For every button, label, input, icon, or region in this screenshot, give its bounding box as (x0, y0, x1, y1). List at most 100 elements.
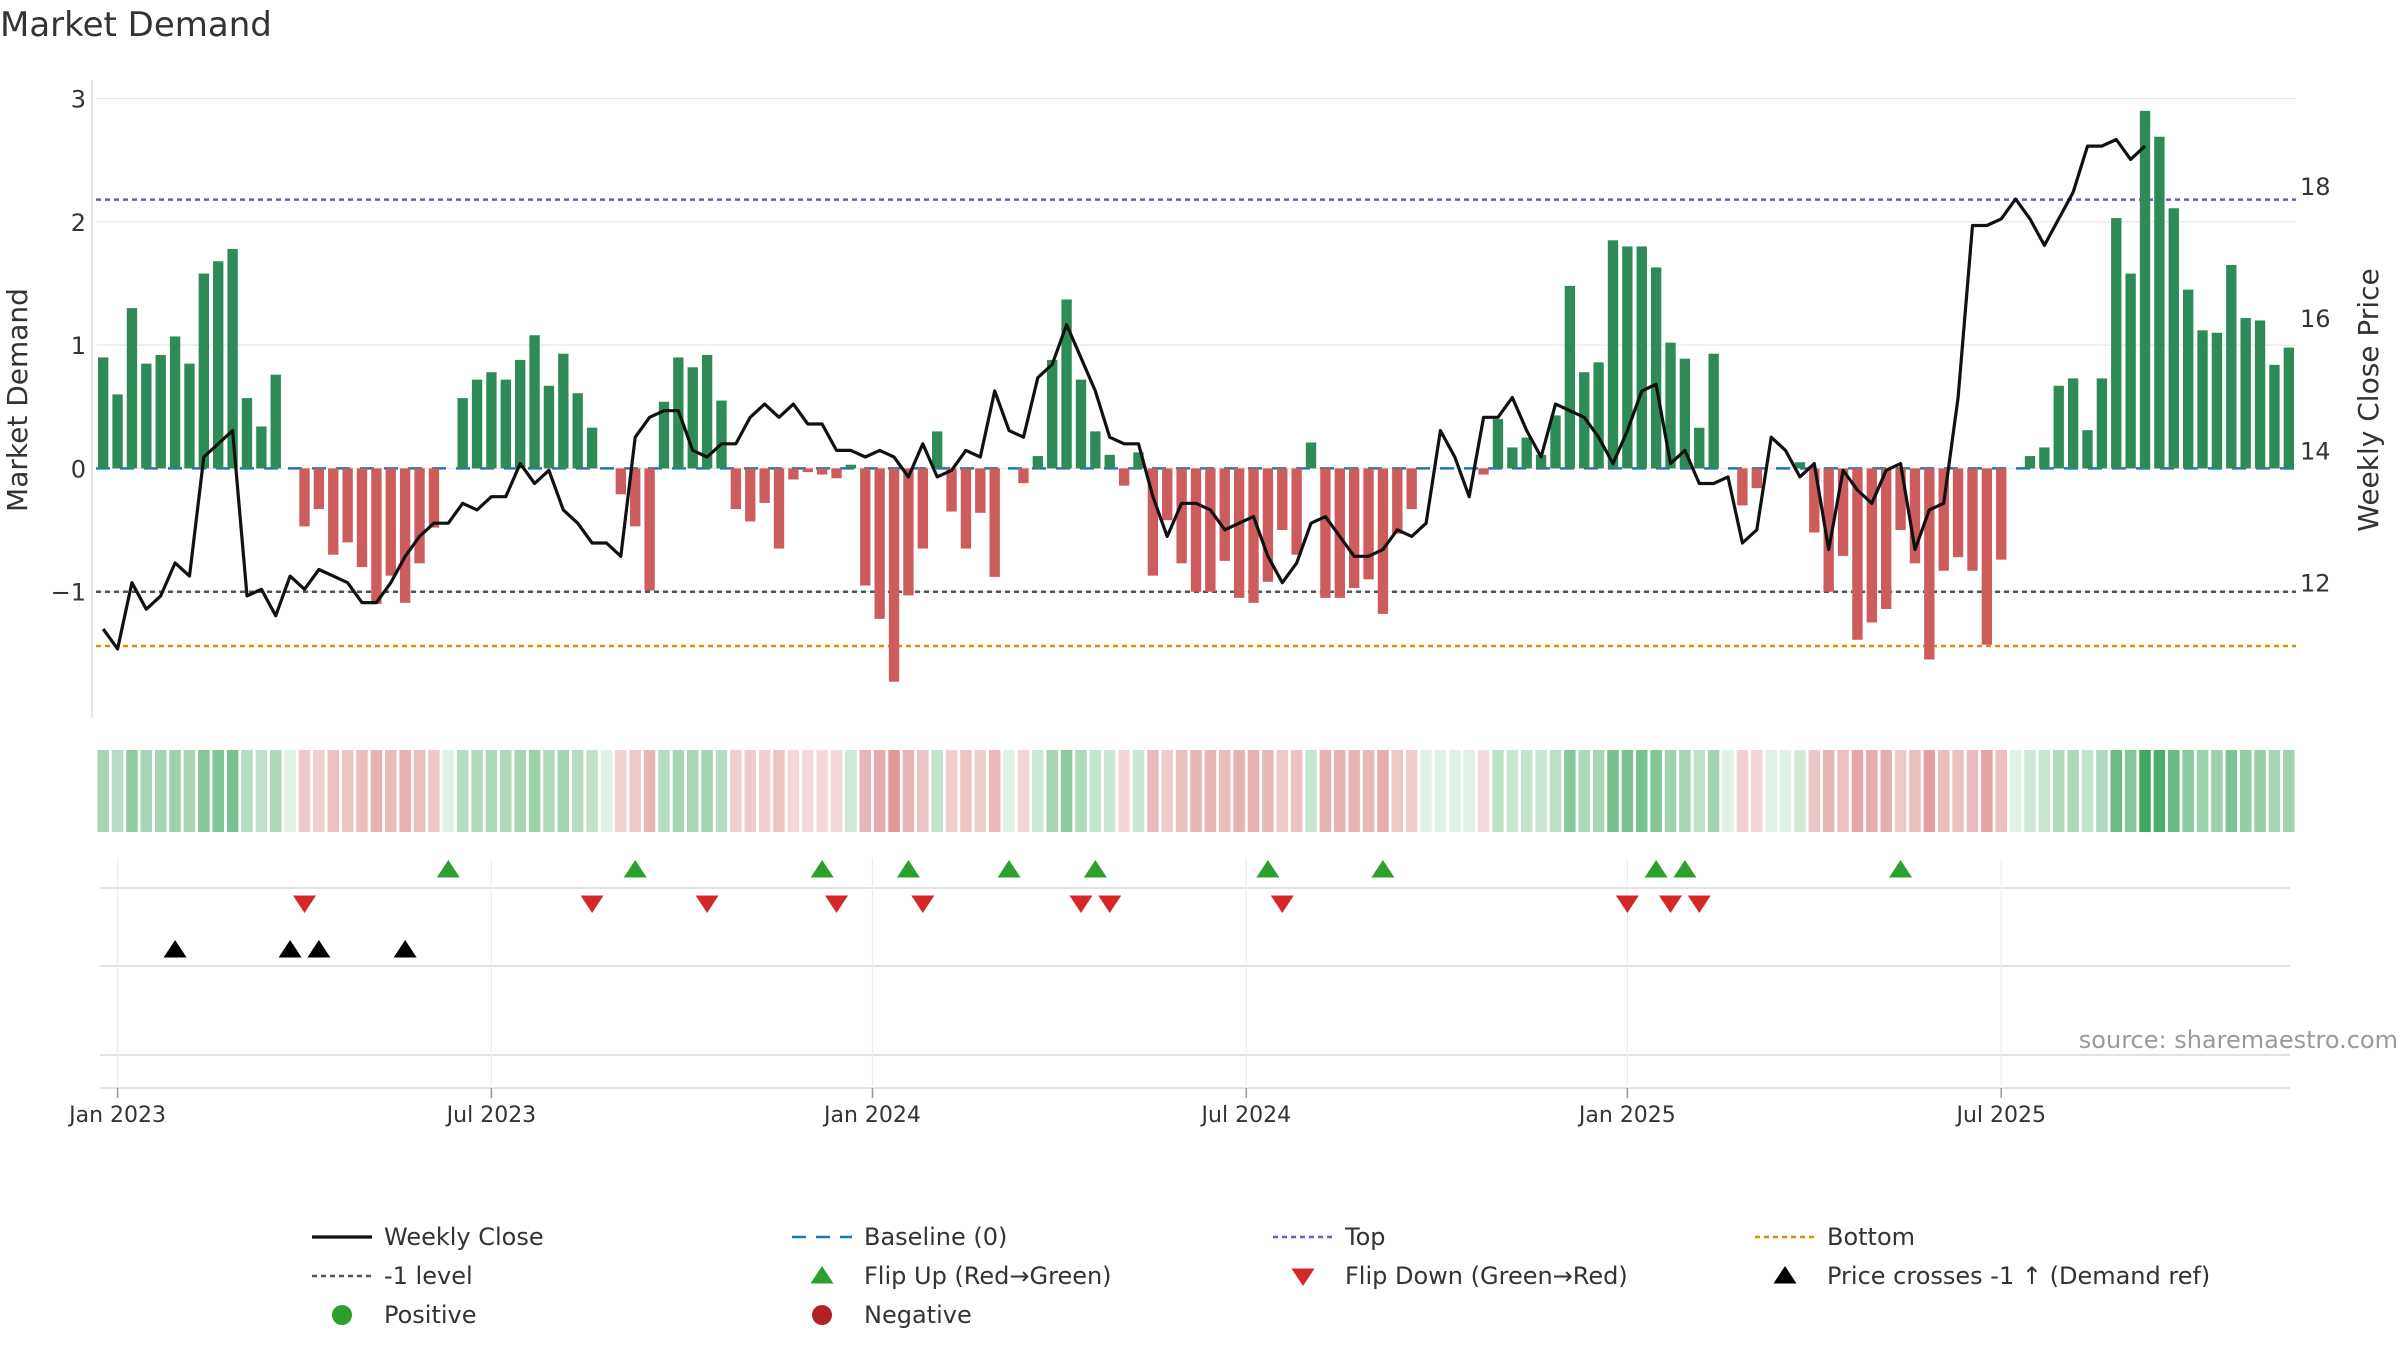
demand-bar (2053, 385, 2064, 469)
heat-strip-cell (1477, 750, 1490, 832)
demand-bar (2226, 264, 2237, 469)
legend-tri-down-swatch (1291, 1268, 1315, 1286)
flip-down-marker (1069, 895, 1093, 913)
demand-bar (342, 468, 353, 543)
demand-bar (2182, 289, 2194, 469)
heat-strip-cell (1880, 750, 1892, 832)
demand-bar (701, 354, 713, 469)
left-tick-label: 3 (71, 85, 86, 113)
demand-bar (1291, 468, 1302, 555)
legend-item: Positive (332, 1301, 477, 1329)
heat-strip-cell (1233, 750, 1245, 832)
demand-bar (1233, 468, 1245, 598)
demand-bar (98, 357, 109, 469)
x-axis: Jan 2023 Jul 2023 Jan 2024 Jul 2024 Jan 2025… (67, 1088, 2046, 1128)
demand-bar (1363, 468, 1374, 580)
heat-strip-cell (1319, 750, 1332, 832)
right-tick-label: 12 (2300, 570, 2331, 598)
price-cross-marker (163, 940, 187, 958)
heat-strip-cell (1520, 750, 1533, 832)
heat-strip-cell (1866, 750, 1878, 832)
demand-bar (2082, 430, 2093, 469)
demand-bar (457, 398, 468, 469)
heat-strip-cell (298, 750, 311, 832)
heat-strip-cell (1822, 750, 1835, 832)
demand-bar (1737, 468, 1748, 506)
demand-bar (1205, 468, 1216, 592)
right-tick-label: 14 (2300, 437, 2331, 465)
heat-strip-cell (859, 750, 872, 832)
legend-label: Bottom (1827, 1223, 1915, 1251)
legend-item: Negative (812, 1301, 972, 1329)
heat-strip-cell (1434, 750, 1447, 832)
demand-bar (716, 400, 727, 469)
demand-bar (1406, 468, 1417, 510)
demand-bar (2154, 136, 2165, 469)
heat-strip-cell (902, 750, 915, 832)
demand-bar (932, 431, 943, 469)
heat-strip-cell (1535, 750, 1547, 832)
demand-bar (1478, 468, 1489, 475)
event-markers (100, 858, 2290, 1089)
demand-bar (1176, 468, 1187, 564)
demand-bar (1579, 372, 1590, 469)
demand-bar (500, 379, 511, 469)
heat-strip-cell (1636, 750, 1648, 832)
heat-strip-cell (413, 750, 426, 832)
heat-strip-cell (169, 750, 181, 832)
demand-bar (1104, 454, 1115, 469)
heat-strip-cell (2196, 750, 2209, 832)
flip-down-marker (911, 895, 935, 913)
heat-strip-cell (1794, 750, 1806, 832)
legend-label: Top (1344, 1223, 1386, 1251)
demand-bar (1952, 468, 1964, 558)
heat-strip-cell (97, 750, 109, 832)
heat-strip-cell (485, 750, 498, 832)
heat-strip-cell (1937, 750, 1950, 832)
demand-bar (558, 353, 569, 469)
heat-strip-cell (1161, 750, 1173, 832)
x-tick-label: Jul 2025 (1954, 1103, 2046, 1128)
heat-strip-cell (269, 750, 282, 832)
heat-strip-cell (1909, 750, 1921, 832)
demand-bar (2269, 364, 2280, 469)
price-cross-marker (393, 940, 417, 958)
flip-down-marker (1615, 895, 1639, 913)
demand-bar (1090, 431, 1101, 469)
demand-bar (112, 394, 123, 469)
heat-strip-cell (830, 750, 843, 832)
demand-bar (1967, 468, 1978, 571)
demand-bar (1334, 468, 1345, 598)
demand-bar (2197, 330, 2208, 469)
demand-bar (845, 464, 857, 469)
flip-down-marker (1270, 895, 1294, 913)
demand-bar (2168, 208, 2179, 469)
heat-strip-cell (2024, 750, 2036, 832)
demand-bar (572, 393, 583, 469)
heat-strip-cell (873, 750, 886, 832)
flip-down-marker (1659, 895, 1683, 913)
legend-label: -1 level (384, 1262, 473, 1290)
flip-down-marker (1098, 895, 1122, 913)
heat-strip-cell (988, 750, 1001, 832)
heat-strip-cell (126, 750, 138, 832)
demand-bar (1564, 285, 1576, 469)
heat-strip-cell (1722, 750, 1734, 832)
demand-bar (1794, 462, 1806, 469)
heat-strip-cell (2225, 750, 2238, 832)
demand-bar (1047, 359, 1058, 469)
flip-up-marker (1889, 860, 1913, 878)
demand-bar (745, 468, 756, 522)
legend-dot-swatch (332, 1305, 352, 1325)
heat-strip-cell (1851, 750, 1864, 832)
demand-bar (1392, 468, 1403, 534)
heat-strip-cell (1981, 750, 1993, 832)
heat-strip-cell (1679, 750, 1691, 832)
left-axis-label: Market Demand (1, 288, 34, 512)
demand-bar (1133, 452, 1144, 469)
x-tick-label: Jul 2024 (1200, 1103, 1292, 1128)
heat-strip-cell (1017, 750, 1030, 832)
demand-bar (759, 468, 770, 503)
demand-bar (831, 468, 842, 479)
legend-label: Weekly Close (384, 1223, 544, 1251)
